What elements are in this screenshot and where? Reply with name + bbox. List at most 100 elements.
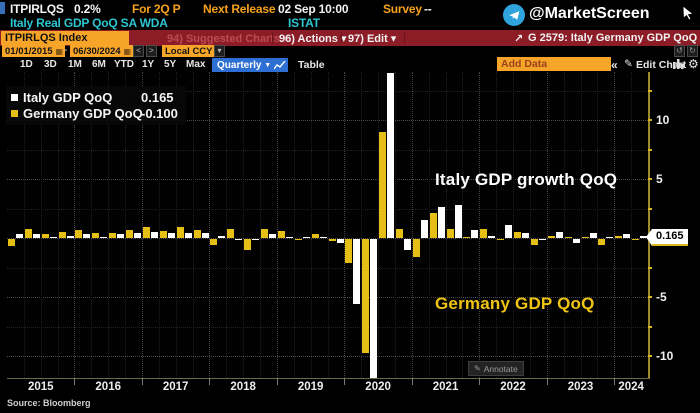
range-button-5y[interactable]: 5Y (164, 59, 177, 70)
bar-italy-2022-q1[interactable] (488, 235, 496, 238)
chart-settings-icon[interactable] (672, 58, 684, 70)
bar-italy-2018-q2[interactable] (235, 239, 243, 241)
range-button-6m[interactable]: 6M (92, 59, 106, 70)
bar-italy-2015-q2[interactable] (32, 234, 40, 238)
range-button-3d[interactable]: 3D (44, 59, 57, 70)
bar-germany-2017-q4[interactable] (193, 229, 201, 238)
bar-italy-2018-q3[interactable] (252, 239, 260, 241)
collapse-icon[interactable]: « (611, 58, 618, 72)
bar-germany-2019-q4[interactable] (328, 239, 336, 242)
bar-italy-2023-q4[interactable] (606, 236, 614, 238)
bar-germany-2016-q4[interactable] (126, 229, 134, 238)
bar-germany-2018-q3[interactable] (244, 239, 252, 250)
bar-italy-2022-q3[interactable] (522, 233, 530, 238)
bar-germany-2022-q3[interactable] (514, 232, 522, 238)
bar-germany-2018-q4[interactable] (261, 228, 269, 238)
date-forward-button[interactable]: > (146, 45, 157, 57)
bar-germany-2021-q1[interactable] (412, 239, 420, 257)
period-select[interactable]: Quarterly ▼ (212, 58, 277, 72)
bar-italy-2022-q4[interactable] (538, 239, 546, 241)
bar-germany-2023-q3[interactable] (581, 236, 589, 238)
range-button-max[interactable]: Max (186, 59, 206, 70)
bar-germany-2018-q2[interactable] (227, 228, 235, 238)
bar-germany-2020-q2[interactable] (362, 239, 370, 354)
bar-italy-2024-q2[interactable] (640, 236, 648, 238)
bar-italy-2018-q4[interactable] (269, 234, 277, 238)
menu-actions[interactable]: 96) Actions ▾ (279, 33, 347, 45)
bar-germany-2020-q4[interactable] (395, 228, 403, 238)
bar-italy-2017-q2[interactable] (167, 233, 175, 238)
calendar-icon[interactable]: ▦ (123, 46, 131, 56)
bar-italy-2020-q1[interactable] (353, 239, 361, 304)
bar-germany-2016-q3[interactable] (109, 233, 117, 238)
bar-italy-2020-q2[interactable] (370, 239, 378, 378)
export-icon[interactable]: ↗ (514, 33, 524, 45)
bar-italy-2016-q2[interactable] (100, 236, 108, 238)
bar-germany-2023-q2[interactable] (564, 237, 572, 238)
currency-select[interactable]: Local CCY (162, 45, 217, 57)
bar-italy-2022-q2[interactable] (505, 225, 513, 238)
bar-germany-2017-q3[interactable] (176, 227, 184, 238)
bar-germany-2024-q1[interactable] (615, 235, 623, 238)
range-button-1d[interactable]: 1D (20, 59, 33, 70)
bar-germany-2022-q4[interactable] (530, 239, 538, 245)
bar-germany-2019-q1[interactable] (277, 230, 285, 238)
bar-italy-2016-q4[interactable] (134, 233, 142, 238)
bar-italy-2023-q2[interactable] (572, 239, 580, 243)
annotate-button[interactable]: ✎ Annotate (468, 361, 524, 376)
bar-italy-2020-q3[interactable] (387, 72, 395, 238)
menu-edit[interactable]: 97) Edit ▾ (348, 33, 397, 45)
bar-germany-2019-q3[interactable] (311, 234, 319, 238)
bar-italy-2015-q4[interactable] (66, 235, 74, 238)
range-button-ytd[interactable]: YTD (114, 59, 134, 70)
bar-germany-2018-q1[interactable] (210, 239, 218, 245)
bar-italy-2018-q1[interactable] (218, 235, 226, 238)
bar-italy-2021-q2[interactable] (437, 207, 445, 238)
bar-germany-2015-q1[interactable] (8, 239, 15, 247)
range-button-1y[interactable]: 1Y (142, 59, 155, 70)
bar-germany-2023-q4[interactable] (598, 239, 606, 245)
bar-italy-2016-q3[interactable] (117, 234, 125, 238)
bar-germany-2015-q3[interactable] (41, 234, 49, 238)
bar-italy-2017-q3[interactable] (184, 233, 192, 238)
add-data-input[interactable]: Add Data (497, 57, 611, 71)
currency-dropdown-icon[interactable]: ▾ (214, 45, 225, 57)
bar-italy-2019-q2[interactable] (302, 236, 310, 238)
bar-italy-2020-q4[interactable] (403, 239, 411, 250)
bar-italy-2023-q3[interactable] (589, 233, 597, 238)
bar-germany-2024-q2[interactable] (632, 239, 640, 241)
bar-germany-2021-q4[interactable] (463, 236, 471, 238)
bar-italy-2021-q3[interactable] (454, 204, 462, 238)
bar-italy-2021-q1[interactable] (420, 220, 428, 238)
bar-germany-2019-q2[interactable] (294, 239, 302, 241)
bar-germany-2017-q2[interactable] (159, 230, 167, 238)
bar-italy-2019-q1[interactable] (285, 236, 293, 238)
bar-germany-2017-q1[interactable] (142, 227, 150, 238)
bar-italy-2023-q1[interactable] (555, 232, 563, 238)
calendar-icon[interactable]: ▦ (55, 46, 63, 56)
bar-germany-2015-q4[interactable] (58, 232, 66, 238)
bar-germany-2020-q1[interactable] (345, 239, 353, 263)
bar-italy-2015-q1[interactable] (16, 234, 23, 238)
bar-italy-2019-q4[interactable] (336, 239, 344, 243)
bar-italy-2017-q4[interactable] (201, 233, 209, 238)
bar-germany-2020-q3[interactable] (379, 131, 387, 238)
date-back-button[interactable]: < (133, 45, 144, 57)
undo-icon[interactable]: ↺ (674, 45, 685, 57)
end-date-input[interactable]: 06/30/2024 ▦ (70, 45, 133, 57)
redo-icon[interactable]: ↻ (687, 45, 698, 57)
bar-germany-2022-q1[interactable] (480, 228, 488, 238)
bar-germany-2016-q1[interactable] (75, 229, 83, 238)
gear-icon[interactable]: ⚙ (688, 57, 699, 71)
range-button-1m[interactable]: 1M (68, 59, 82, 70)
bar-italy-2019-q3[interactable] (319, 236, 327, 238)
bar-italy-2015-q3[interactable] (49, 236, 57, 238)
table-button[interactable]: Table (298, 59, 325, 71)
bar-italy-2021-q4[interactable] (471, 229, 479, 238)
bar-germany-2022-q2[interactable] (497, 239, 505, 241)
bar-germany-2015-q2[interactable] (24, 228, 32, 238)
security-input[interactable]: ITPIRLQS Index (1, 31, 129, 45)
bar-italy-2017-q1[interactable] (150, 232, 158, 238)
bar-italy-2024-q1[interactable] (623, 234, 631, 238)
start-date-input[interactable]: 01/01/2015 ▦ (2, 45, 65, 57)
